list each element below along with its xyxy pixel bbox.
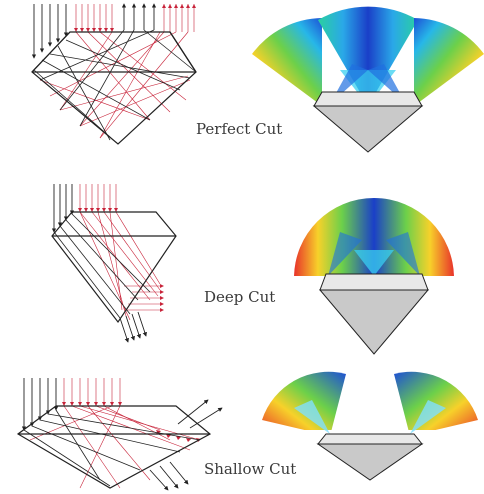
gem-outline bbox=[16, 405, 212, 489]
right-light-beam bbox=[386, 232, 420, 276]
gem-table-band bbox=[319, 273, 429, 291]
inner-black-rays bbox=[53, 213, 151, 319]
incident-rays bbox=[51, 184, 75, 233]
dispersion-fan-right bbox=[394, 371, 478, 430]
deep-cut-label: Deep Cut bbox=[204, 288, 276, 306]
perfect-cut-label: Perfect Cut bbox=[196, 120, 283, 138]
deep-cut-dispersion-diagram bbox=[294, 198, 454, 355]
refracted-rays bbox=[39, 4, 195, 139]
refracted-rays bbox=[79, 184, 161, 321]
gem-table-band bbox=[316, 433, 424, 445]
dispersion-fan-left bbox=[252, 18, 322, 106]
left-light-beam bbox=[328, 232, 362, 276]
exit-rays bbox=[119, 311, 147, 343]
gem-pavilion bbox=[312, 105, 424, 153]
center-light-beam bbox=[354, 250, 394, 276]
left-light-beam bbox=[294, 400, 330, 434]
inner-black-rays bbox=[33, 29, 197, 145]
inner-black-rays bbox=[23, 409, 201, 487]
shallow-cut-label: Shallow Cut bbox=[204, 460, 297, 478]
shallow-cut-dispersion-diagram bbox=[262, 371, 478, 481]
dispersion-fan-right bbox=[414, 18, 484, 106]
dispersion-fan-center bbox=[318, 6, 418, 106]
exit-rays bbox=[149, 399, 223, 491]
perfect-cut-dispersion-diagram bbox=[252, 6, 484, 153]
incident-rays bbox=[31, 4, 69, 59]
perfect-cut-ray-diagram bbox=[31, 3, 197, 145]
dispersion-fan-left bbox=[262, 371, 346, 430]
gem-outline bbox=[51, 211, 177, 324]
exit-rays bbox=[121, 3, 157, 30]
gem-outline bbox=[31, 31, 197, 145]
gem-table-band bbox=[313, 91, 423, 107]
refracted-ray-arrows bbox=[78, 208, 164, 312]
refracted-rays bbox=[29, 378, 201, 489]
incident-rays bbox=[21, 378, 59, 431]
shallow-cut-ray-diagram bbox=[16, 378, 223, 491]
gem-pavilion bbox=[318, 289, 430, 355]
deep-cut-ray-diagram bbox=[51, 184, 177, 343]
gem-pavilion bbox=[316, 443, 424, 481]
refracted-ray-arrows bbox=[74, 4, 196, 32]
right-light-beam bbox=[410, 400, 446, 434]
